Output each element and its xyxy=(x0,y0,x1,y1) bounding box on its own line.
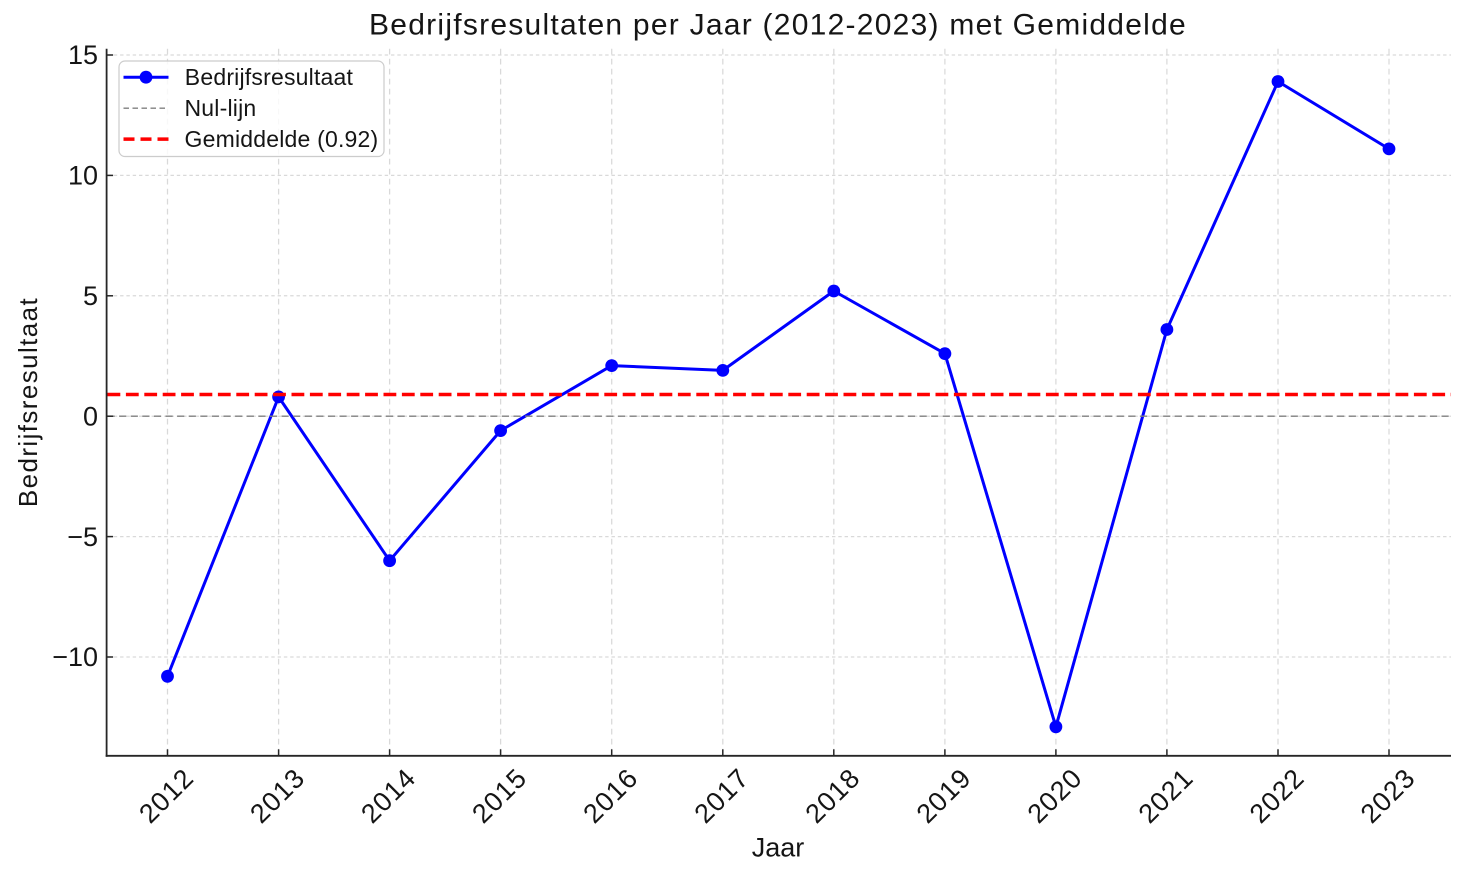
svg-text:2023: 2023 xyxy=(1355,763,1422,830)
svg-text:2019: 2019 xyxy=(911,763,978,830)
svg-text:Bedrijfsresultaten per Jaar (2: Bedrijfsresultaten per Jaar (2012-2023) … xyxy=(369,9,1187,42)
svg-text:5: 5 xyxy=(83,281,98,311)
svg-text:2018: 2018 xyxy=(800,763,867,830)
svg-text:2014: 2014 xyxy=(355,763,422,830)
svg-text:Bedrijfsresultaat: Bedrijfsresultaat xyxy=(13,297,43,507)
svg-text:2021: 2021 xyxy=(1133,763,1200,830)
svg-text:Nul-lijn: Nul-lijn xyxy=(185,95,257,121)
svg-text:2020: 2020 xyxy=(1022,763,1089,830)
svg-text:Jaar: Jaar xyxy=(752,833,805,863)
svg-text:−10: −10 xyxy=(52,642,98,672)
svg-text:−5: −5 xyxy=(67,522,98,552)
svg-text:Gemiddelde (0.92): Gemiddelde (0.92) xyxy=(185,126,379,152)
svg-text:Bedrijfsresultaat: Bedrijfsresultaat xyxy=(185,64,354,90)
svg-text:10: 10 xyxy=(68,161,98,191)
svg-text:2022: 2022 xyxy=(1244,763,1311,830)
svg-text:0: 0 xyxy=(83,401,98,431)
svg-text:15: 15 xyxy=(68,40,98,70)
svg-text:2016: 2016 xyxy=(577,763,644,830)
svg-text:2013: 2013 xyxy=(244,763,311,830)
svg-text:2017: 2017 xyxy=(689,763,756,830)
svg-text:2015: 2015 xyxy=(466,763,533,830)
svg-text:2012: 2012 xyxy=(133,763,200,830)
